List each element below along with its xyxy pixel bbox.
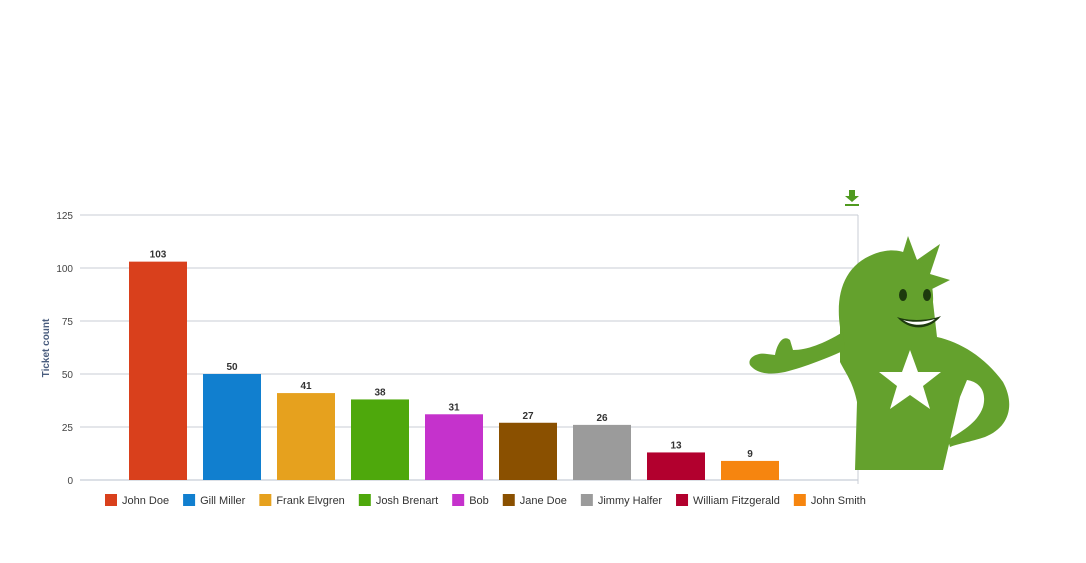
download-button[interactable] xyxy=(842,187,862,207)
legend-swatch xyxy=(105,494,117,506)
legend-entry: Frank Elvgren xyxy=(276,495,344,507)
bar xyxy=(129,261,187,480)
legend-swatch xyxy=(183,494,196,506)
legend-swatch xyxy=(259,494,272,506)
bar xyxy=(721,460,779,480)
data-label: 13 xyxy=(670,440,682,451)
legend-entry: John Smith xyxy=(811,495,866,507)
bar xyxy=(573,424,631,480)
data-label: 41 xyxy=(300,381,312,392)
data-label: 26 xyxy=(596,413,608,424)
legend-entry: Josh Brenart xyxy=(376,495,438,507)
download-icon xyxy=(845,190,859,206)
y-tick-label: 50 xyxy=(62,370,74,381)
mascot-star-character xyxy=(749,236,1010,470)
bar xyxy=(499,422,557,480)
data-label: 27 xyxy=(522,411,534,422)
y-tick-label: 75 xyxy=(62,317,74,328)
legend-swatch xyxy=(793,494,806,506)
data-label: 31 xyxy=(448,402,460,413)
bar xyxy=(203,374,261,480)
data-label: 103 xyxy=(150,250,167,261)
data-labels: 103 50 41 38 31 27 26 13 9 xyxy=(150,250,754,460)
legend-entry: Gill Miller xyxy=(200,495,246,507)
legend: John Doe Gill Miller Frank Elvgren Josh Bre… xyxy=(105,494,866,507)
data-label: 9 xyxy=(747,449,753,460)
bar xyxy=(647,452,705,480)
legend-entry: Jane Doe xyxy=(520,495,567,507)
y-tick-label: 0 xyxy=(67,476,73,487)
legend-swatch xyxy=(502,494,515,506)
legend-entry: Bob xyxy=(469,495,489,507)
y-tick-label: 25 xyxy=(62,423,74,434)
legend-entry: John Doe xyxy=(122,495,169,507)
data-label: 50 xyxy=(226,362,238,373)
legend-swatch xyxy=(452,494,465,506)
bar xyxy=(277,393,335,480)
y-axis-label: Ticket count xyxy=(41,318,52,377)
y-axis-ticks: 0 25 50 75 100 125 xyxy=(56,211,73,487)
bars xyxy=(129,261,779,480)
bar xyxy=(351,399,409,480)
legend-swatch xyxy=(580,494,593,506)
data-label: 38 xyxy=(374,387,386,398)
legend-entry: William Fitzgerald xyxy=(693,495,780,507)
legend-swatch xyxy=(676,494,689,506)
y-tick-label: 100 xyxy=(56,264,73,275)
y-tick-label: 125 xyxy=(56,211,73,222)
legend-entry: Jimmy Halfer xyxy=(598,495,663,507)
legend-swatch xyxy=(358,494,371,506)
bar xyxy=(425,414,483,480)
